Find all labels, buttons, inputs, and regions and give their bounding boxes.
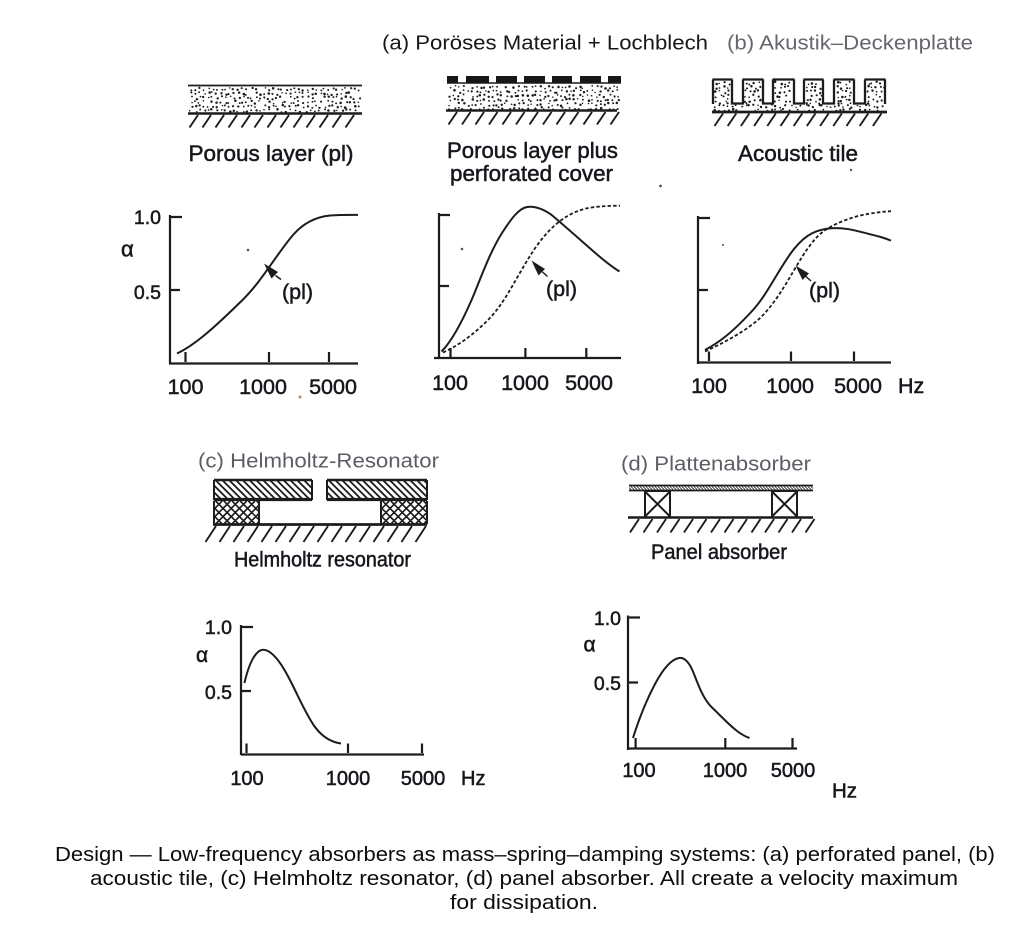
svg-text:(c) Helmholtz-Resonator: (c) Helmholtz-Resonator	[198, 451, 439, 473]
svg-text:Panel absorber: Panel absorber	[651, 541, 787, 564]
svg-text:α: α	[584, 634, 596, 657]
svg-text:Hz: Hz	[898, 374, 924, 398]
svg-text:5000: 5000	[309, 375, 357, 399]
svg-text:0.5: 0.5	[205, 682, 232, 704]
svg-text:5000: 5000	[771, 760, 816, 782]
svg-text:1000: 1000	[501, 371, 549, 395]
svg-text:(a) Poröses Material + Lochble: (a) Poröses Material + Lochblech	[382, 33, 708, 55]
svg-text:1000: 1000	[326, 768, 371, 790]
svg-text:(pl): (pl)	[282, 280, 313, 304]
svg-text:100: 100	[622, 760, 655, 782]
svg-text:(d) Plattenabsorber: (d) Plattenabsorber	[621, 454, 811, 476]
svg-text:Porous layer (pl): Porous layer (pl)	[189, 141, 354, 166]
svg-text:1000: 1000	[703, 760, 748, 782]
svg-text:α: α	[196, 644, 208, 667]
svg-text:0.5: 0.5	[134, 282, 161, 304]
svg-text:Design — Low-frequency absorbe: Design — Low-frequency absorbers as mass…	[55, 844, 995, 866]
svg-text:0.5: 0.5	[594, 673, 621, 695]
svg-text:(b) Akustik–Deckenplatte: (b) Akustik–Deckenplatte	[727, 33, 973, 55]
svg-text:perforated cover: perforated cover	[450, 161, 613, 186]
svg-text:Helmholtz resonator: Helmholtz resonator	[234, 549, 411, 572]
svg-text:1.0: 1.0	[594, 608, 621, 630]
svg-text:1000: 1000	[239, 375, 287, 399]
svg-text:1.0: 1.0	[134, 207, 161, 229]
svg-text:Hz: Hz	[461, 768, 485, 790]
svg-text:100: 100	[230, 768, 263, 790]
svg-text:for dissipation.: for dissipation.	[450, 892, 598, 914]
svg-text:Hz: Hz	[832, 780, 857, 803]
svg-text:1000: 1000	[766, 374, 814, 398]
svg-text:(pl): (pl)	[809, 279, 840, 303]
svg-text:100: 100	[691, 374, 727, 398]
svg-text:Acoustic tile: Acoustic tile	[738, 141, 858, 166]
svg-text:5000: 5000	[565, 371, 613, 395]
svg-text:Porous layer plus: Porous layer plus	[447, 138, 618, 163]
svg-text:1.0: 1.0	[205, 617, 232, 639]
svg-text:5000: 5000	[401, 768, 446, 790]
svg-text:5000: 5000	[834, 374, 882, 398]
svg-text:acoustic tile, (c) Helmholtz r: acoustic tile, (c) Helmholtz resonator, …	[90, 868, 958, 890]
svg-text:α: α	[121, 237, 134, 262]
svg-text:(pl): (pl)	[546, 277, 577, 301]
svg-text:100: 100	[432, 371, 468, 395]
svg-text:100: 100	[168, 375, 204, 399]
